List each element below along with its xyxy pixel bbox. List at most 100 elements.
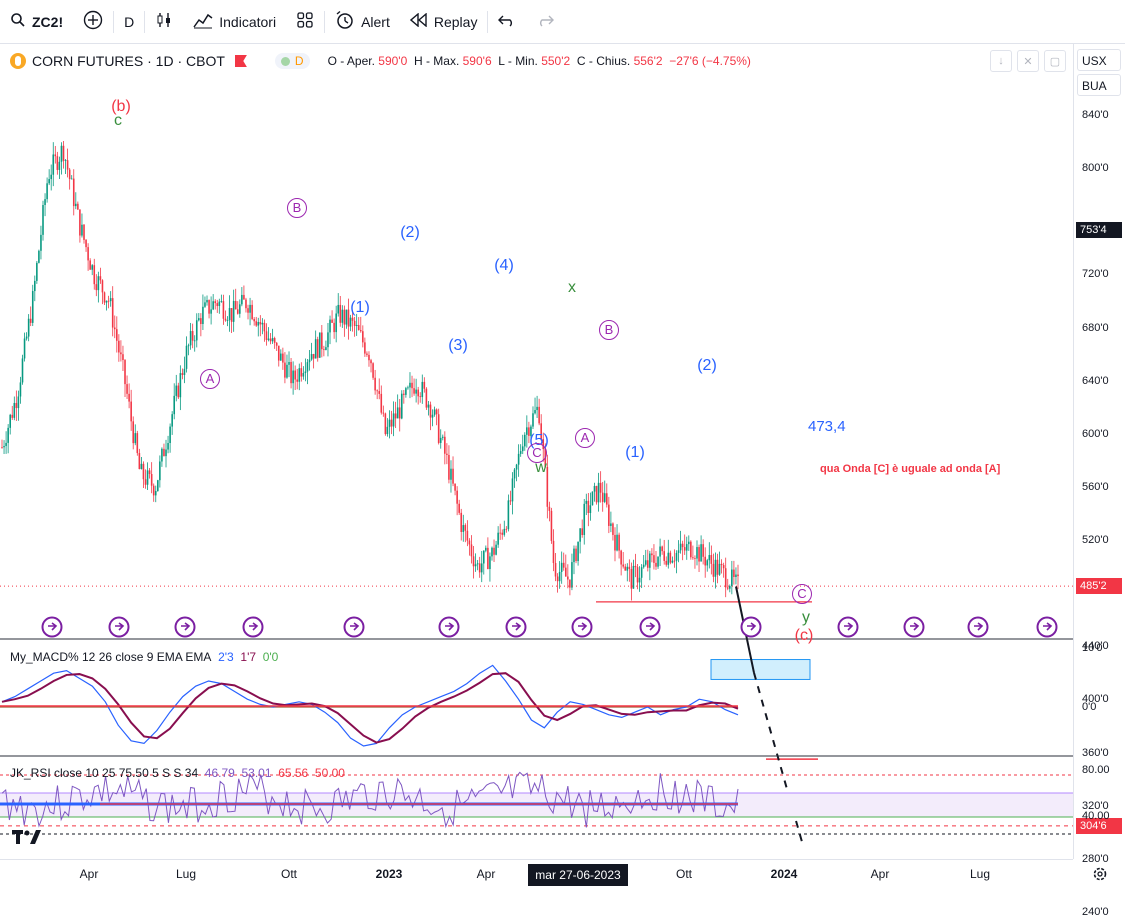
candle (456, 486, 458, 516)
candle (380, 385, 383, 415)
symbol-title[interactable]: CORN FUTURES · 1D · CBOT (32, 53, 225, 69)
candle (634, 553, 637, 578)
candle (530, 424, 532, 443)
layouts-button[interactable] (286, 0, 324, 43)
candle (692, 545, 694, 560)
symbol-search[interactable]: ZC2! (0, 0, 73, 43)
candle (312, 353, 315, 369)
replay-button[interactable]: Replay (400, 0, 488, 43)
close-pane-button[interactable]: ✕ (1017, 50, 1039, 72)
price-axis[interactable]: USX BUA 840'0 800'0 720'0 680'0 640'0 600'0 56… (1073, 44, 1125, 918)
indicators-button[interactable]: Indicatori (183, 0, 286, 43)
candle (610, 511, 612, 533)
price-tick: 840'0 (1082, 109, 1109, 121)
chart-type-button[interactable] (145, 0, 183, 43)
candle (405, 386, 407, 398)
event-marker-icon (505, 616, 527, 638)
candle (638, 566, 641, 592)
interval-button[interactable]: D (114, 0, 144, 43)
candle (167, 435, 169, 454)
currency-select[interactable]: USX (1077, 49, 1121, 71)
wave-label[interactable]: (2) (400, 224, 420, 241)
alert-button[interactable]: Alert (325, 0, 400, 43)
wave-label[interactable]: c (114, 112, 122, 129)
candle (31, 284, 34, 327)
wave-label[interactable]: (b) (111, 98, 131, 115)
candle (77, 201, 79, 210)
candle (390, 410, 393, 435)
wave-label[interactable]: (2) (697, 357, 717, 374)
price-tick: 560'0 (1082, 480, 1109, 493)
settings-gear-icon[interactable] (1092, 866, 1108, 882)
wave-label[interactable]: w (535, 459, 547, 476)
candle (626, 563, 629, 582)
wave-label[interactable]: y (802, 609, 810, 626)
candle (452, 456, 454, 487)
candle (427, 400, 430, 416)
candle (273, 336, 276, 349)
indicators-label: Indicatori (219, 13, 277, 30)
compare-button[interactable] (73, 0, 113, 43)
candle (271, 328, 274, 344)
macd-legend[interactable]: My_MACD% 12 26 close 9 EMA EMA 2'3 1'7 0… (10, 650, 279, 664)
wave-label[interactable]: (4) (494, 257, 514, 274)
time-axis[interactable]: Apr Lug Ott 2023 Apr Ott 2024 Apr Lug mar 27-06-… (0, 859, 1107, 891)
wave-label[interactable]: (3) (448, 337, 468, 354)
wave-label[interactable]: B (599, 320, 619, 340)
candle (694, 555, 696, 569)
candle (642, 555, 645, 569)
maximize-button[interactable]: ▢ (1044, 50, 1066, 72)
level-label[interactable]: 473,4 (808, 418, 846, 435)
candle (567, 564, 569, 589)
candle (157, 479, 159, 492)
unit-select[interactable]: BUA (1077, 74, 1121, 96)
candle (482, 550, 485, 575)
time-tick: 2023 (375, 867, 403, 881)
candle (716, 553, 719, 584)
candle (478, 556, 481, 578)
candle (665, 556, 668, 567)
candle (347, 298, 350, 340)
symbol-legend: CORN FUTURES · 1D · CBOT D O - Aper. 590… (0, 47, 751, 75)
wave-label[interactable]: C (527, 443, 547, 463)
wave-label[interactable]: C (792, 584, 812, 604)
candle (284, 352, 286, 384)
event-marker-icon (1036, 616, 1058, 638)
wave-label[interactable]: A (575, 428, 595, 448)
candle (444, 431, 446, 465)
candle (526, 415, 528, 448)
candle (616, 524, 618, 552)
candle (511, 472, 514, 515)
candle (700, 535, 702, 562)
candle (17, 390, 20, 421)
candle (554, 553, 557, 582)
candles-layer (1, 141, 739, 601)
candle (392, 401, 395, 437)
candle (499, 523, 501, 540)
candle (286, 354, 288, 379)
candle (120, 340, 122, 362)
candle (44, 193, 46, 217)
move-down-button[interactable]: ↓ (990, 50, 1012, 72)
candle (403, 389, 405, 404)
candle (239, 299, 241, 318)
wave-label[interactable]: (c) (794, 627, 814, 644)
candle (382, 405, 385, 417)
candle (99, 267, 102, 284)
wave-label[interactable]: B (287, 198, 307, 218)
rsi-legend[interactable]: JK_RSI close 10 25 75.50 5 S S 34 46.79 … (10, 766, 345, 780)
wave-label[interactable]: (1) (350, 299, 370, 316)
candle (150, 462, 153, 494)
candle (195, 313, 198, 348)
wave-label[interactable]: A (200, 369, 220, 389)
redo-button[interactable] (526, 0, 564, 43)
wave-label[interactable]: x (568, 279, 576, 296)
price-chart[interactable] (0, 44, 1073, 859)
target-note[interactable]: qua Onda [C] è uguale ad onda [A] (820, 463, 1001, 475)
candle (46, 177, 48, 203)
candle (671, 556, 674, 564)
undo-button[interactable] (488, 0, 526, 43)
candle (212, 294, 214, 311)
wave-label[interactable]: (1) (625, 444, 645, 461)
price-tick: 680'0 (1082, 321, 1109, 334)
